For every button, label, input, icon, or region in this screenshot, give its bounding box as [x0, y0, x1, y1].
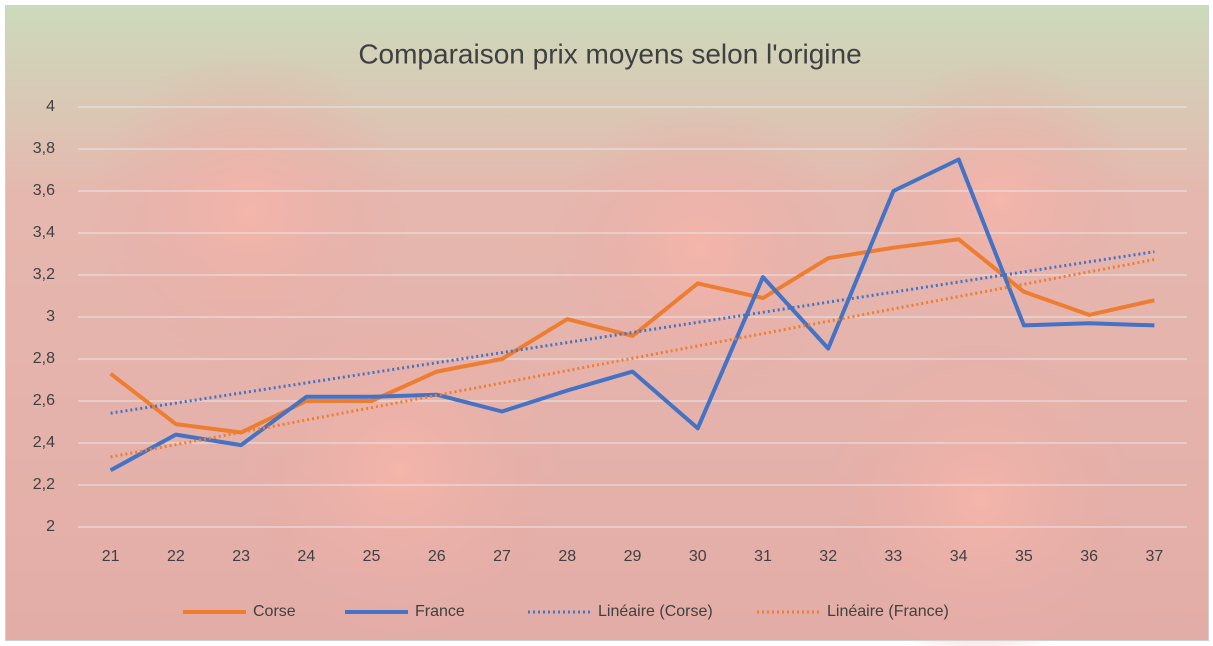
x-tick-label: 31 [754, 548, 772, 565]
y-tick-label: 4 [46, 98, 55, 115]
legend-label: France [415, 603, 465, 620]
y-tick-label: 3,2 [33, 266, 55, 283]
y-tick-label: 2,8 [33, 350, 55, 367]
legend-label: Linéaire (Corse) [598, 603, 713, 620]
y-tick-label: 2,4 [33, 434, 55, 451]
x-tick-label: 37 [1145, 548, 1163, 565]
y-tick-label: 3,4 [33, 224, 55, 241]
y-tick-label: 3 [46, 308, 55, 325]
legend-label: Linéaire (France) [827, 603, 949, 620]
background [5, 5, 1209, 646]
x-tick-label: 34 [950, 548, 968, 565]
series-line [109, 157, 1155, 473]
x-tick-label: 33 [885, 548, 903, 565]
x-tick-label: 23 [232, 548, 250, 565]
x-tick-label: 32 [819, 548, 837, 565]
x-tick-label: 21 [102, 548, 120, 565]
x-tick-label: 22 [167, 548, 185, 565]
trend-line [110, 250, 1155, 415]
x-tick-label: 36 [1080, 548, 1098, 565]
x-tick-label: 27 [493, 548, 511, 565]
x-tick-label: 25 [363, 548, 381, 565]
y-tick-label: 2,6 [33, 392, 55, 409]
x-tick-label: 24 [297, 548, 315, 565]
y-tick-label: 3,8 [33, 140, 55, 157]
x-tick-label: 28 [558, 548, 576, 565]
chart-title: Comparaison prix moyens selon l'origine [358, 38, 861, 69]
legend-label: Corse [253, 603, 296, 620]
y-tick-label: 2,2 [33, 476, 55, 493]
x-tick-label: 26 [428, 548, 446, 565]
x-tick-label: 35 [1015, 548, 1033, 565]
y-tick-label: 2 [46, 518, 55, 535]
trend-line [110, 258, 1155, 459]
y-tick-label: 3,6 [33, 182, 55, 199]
x-tick-label: 30 [689, 548, 707, 565]
x-tick-label: 29 [624, 548, 642, 565]
